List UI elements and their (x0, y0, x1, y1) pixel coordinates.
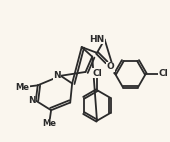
Text: Cl: Cl (92, 69, 102, 78)
Text: Me: Me (42, 119, 56, 128)
Text: Me: Me (15, 83, 29, 92)
Text: N: N (53, 71, 61, 80)
Text: N: N (28, 96, 36, 105)
Text: HN: HN (89, 35, 105, 44)
Text: Cl: Cl (158, 69, 168, 78)
Text: O: O (107, 62, 114, 71)
